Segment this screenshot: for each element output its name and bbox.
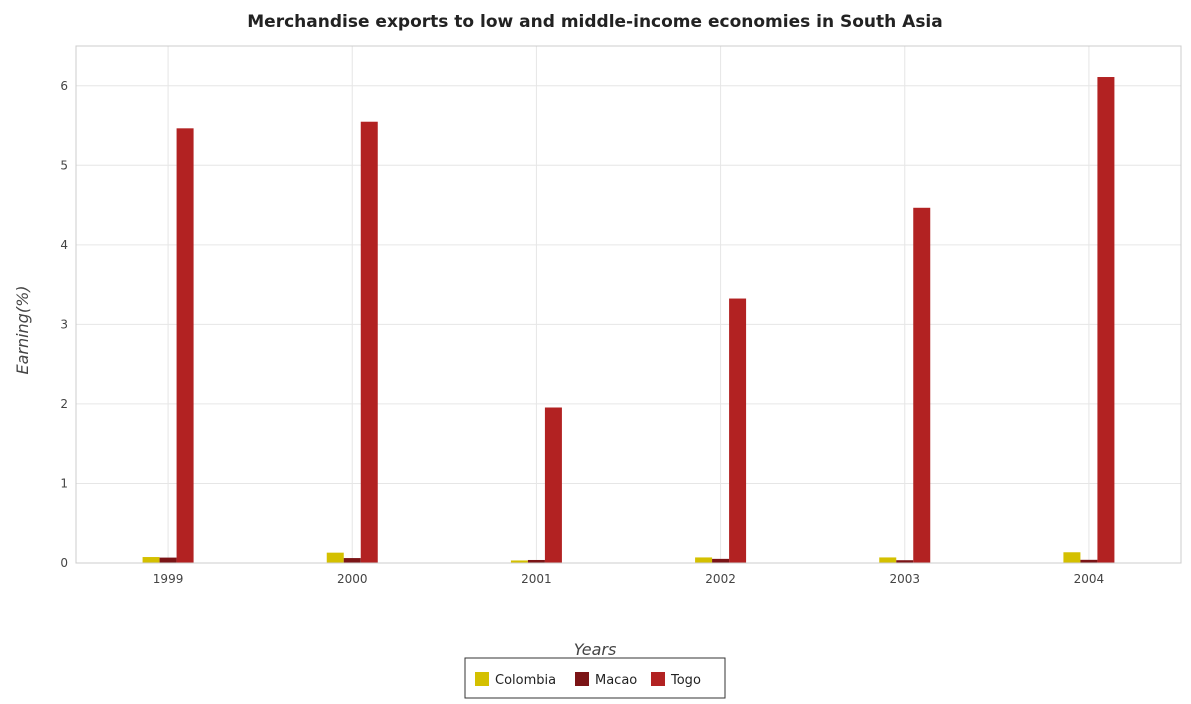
legend-swatch-colombia bbox=[475, 672, 489, 686]
legend-label-colombia: Colombia bbox=[495, 673, 556, 688]
y-tick-label: 2 bbox=[60, 397, 68, 411]
bar-togo-2002 bbox=[729, 298, 747, 563]
bar-colombia-2004 bbox=[1063, 552, 1081, 563]
bar-macao-1999 bbox=[159, 557, 177, 563]
y-axis-label: Earning(%) bbox=[13, 285, 32, 374]
x-tick-label: 2001 bbox=[521, 572, 552, 586]
legend-label-macao: Macao bbox=[595, 673, 637, 688]
bar-macao-2003 bbox=[896, 560, 914, 563]
y-tick-label: 4 bbox=[60, 238, 68, 252]
tick-labels: 0 1 2 3 4 5 6 1999 2000 2001 2002 2003 2004 bbox=[60, 79, 1104, 586]
y-tick-label: 5 bbox=[60, 158, 68, 172]
bar-togo-2004 bbox=[1097, 77, 1115, 564]
bar-macao-2002 bbox=[712, 558, 730, 563]
chart-title: Merchandise exports to low and middle-in… bbox=[247, 12, 942, 32]
bar-colombia-2000 bbox=[326, 552, 344, 563]
plot-area bbox=[76, 46, 1181, 563]
y-tick-label: 0 bbox=[60, 556, 68, 570]
legend: Colombia Macao Togo bbox=[464, 657, 726, 699]
bar-togo-2003 bbox=[913, 207, 931, 563]
x-tick-label: 1999 bbox=[153, 572, 184, 586]
y-tick-label: 1 bbox=[60, 476, 68, 490]
plot-border bbox=[75, 45, 1182, 564]
x-tick-label: 2000 bbox=[337, 572, 368, 586]
bar-colombia-2002 bbox=[695, 557, 713, 563]
x-tick-label: 2004 bbox=[1074, 572, 1105, 586]
bar-togo-1999 bbox=[176, 128, 194, 563]
legend-box bbox=[464, 657, 726, 699]
x-tick-label: 2003 bbox=[889, 572, 920, 586]
grid-lines bbox=[76, 46, 1181, 564]
bar-togo-2001 bbox=[544, 407, 562, 563]
y-tick-label: 3 bbox=[60, 317, 68, 331]
x-axis-label: Years bbox=[574, 640, 617, 659]
axes bbox=[75, 45, 1182, 564]
legend-swatch-togo bbox=[651, 672, 665, 686]
legend-label-togo: Togo bbox=[670, 673, 701, 688]
bar-macao-2004 bbox=[1080, 559, 1098, 563]
legend-swatch-macao bbox=[575, 672, 589, 686]
bar-colombia-1999 bbox=[142, 557, 160, 563]
bar-macao-2001 bbox=[527, 559, 545, 563]
x-tick-label: 2002 bbox=[705, 572, 736, 586]
bar-macao-2000 bbox=[343, 558, 361, 563]
bars bbox=[142, 77, 1115, 564]
bar-togo-2000 bbox=[360, 121, 378, 563]
y-tick-label: 6 bbox=[60, 79, 68, 93]
bar-colombia-2003 bbox=[879, 557, 897, 563]
bar-colombia-2001 bbox=[510, 560, 528, 563]
